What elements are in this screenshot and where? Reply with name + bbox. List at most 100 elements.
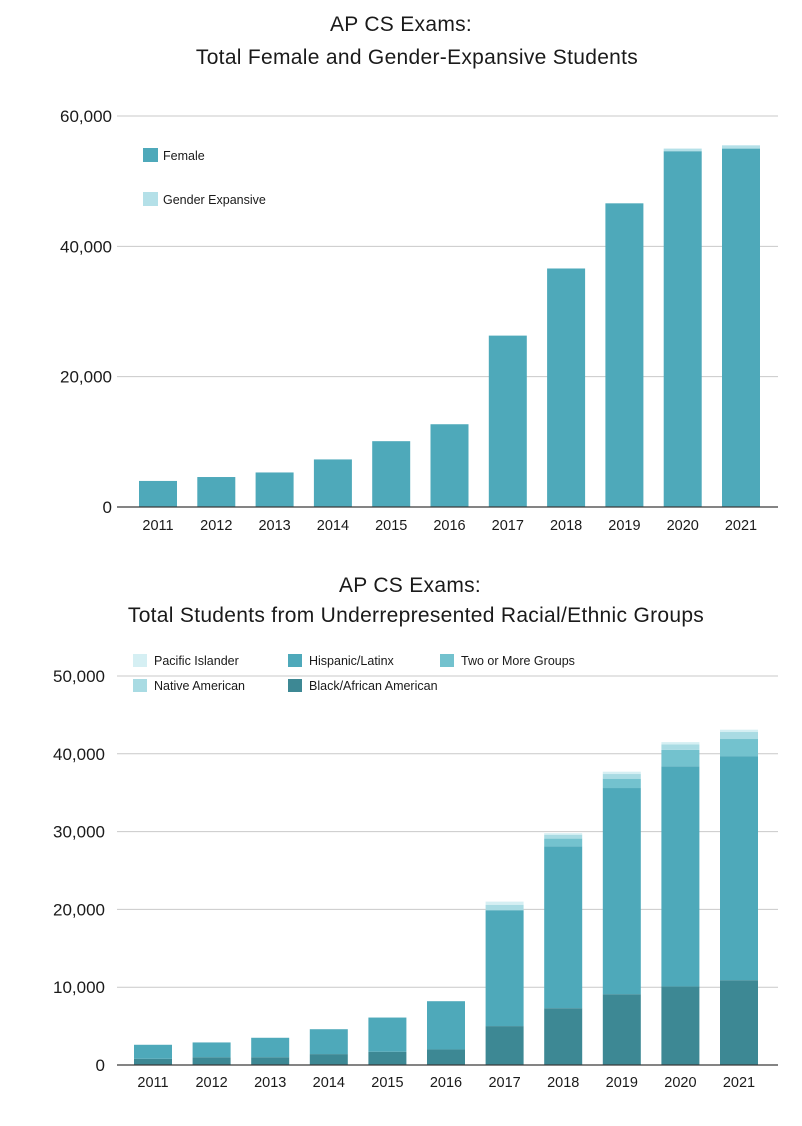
bar-black-african-american-2020 xyxy=(661,986,700,1065)
bar-native-american-2019 xyxy=(602,774,641,779)
x-tick-label: 2013 xyxy=(254,1075,286,1091)
legend-swatch-female xyxy=(143,148,158,162)
bar-pacific-islander-2017 xyxy=(485,901,524,905)
bar-hispanic-latinx-2012 xyxy=(192,1042,231,1058)
bar-female-2015 xyxy=(372,441,411,507)
bar-two-or-more-groups-2018 xyxy=(544,838,583,847)
bar-black-african-american-2012 xyxy=(192,1057,231,1065)
y-axis-ticks: 0 20,000 40,000 60,000 xyxy=(60,107,112,517)
legend-label-native-american: Native American xyxy=(154,679,245,693)
x-tick-label: 2017 xyxy=(488,1075,520,1091)
legend-swatch-hispanic-latinx xyxy=(288,654,302,667)
x-tick-label: 2021 xyxy=(725,518,757,534)
bar-two-or-more-groups-2020 xyxy=(661,749,700,767)
y-axis-ticks: 0 10,000 20,000 30,000 40,000 50,000 xyxy=(53,667,105,1075)
bar-black-african-american-2018 xyxy=(544,1008,583,1065)
bar-pacific-islander-2019 xyxy=(602,771,641,775)
bars xyxy=(134,729,758,1065)
bar-pacific-islander-2021 xyxy=(720,729,758,733)
legend-label-two-or-more-groups: Two or More Groups xyxy=(461,654,575,668)
chart-title-line-1: AP CS Exams: xyxy=(339,574,481,597)
x-tick-label: 2019 xyxy=(608,518,640,534)
bar-female-2019 xyxy=(605,203,644,507)
x-tick-label: 2012 xyxy=(200,518,232,534)
legend-swatch-black-african-american xyxy=(288,679,302,692)
x-tick-label: 2016 xyxy=(433,518,465,534)
bar-hispanic-latinx-2020 xyxy=(661,766,700,987)
x-axis-ticks: 2011 2012 2013 2014 2015 2016 2017 2018 2019 2020… xyxy=(142,518,757,534)
x-tick-label: 2015 xyxy=(375,518,407,534)
bar-black-african-american-2013 xyxy=(251,1057,290,1065)
female-gender-expansive-chart: AP CS Exams: Total Female and Gender-Exp… xyxy=(60,13,778,534)
bar-black-african-american-2015 xyxy=(368,1051,407,1065)
legend-label-black-african-american: Black/African American xyxy=(309,679,438,693)
bar-female-2011 xyxy=(139,480,177,507)
legend: Female Gender Expansive xyxy=(143,148,266,207)
bar-female-2016 xyxy=(430,424,469,507)
underrepresented-groups-chart: AP CS Exams: Total Students from Underre… xyxy=(53,574,778,1091)
bar-gender-expansive-2021 xyxy=(722,145,760,149)
bar-hispanic-latinx-2021 xyxy=(720,756,758,981)
legend: Pacific Islander Hispanic/Latinx Two or … xyxy=(133,654,575,693)
bar-black-african-american-2016 xyxy=(427,1049,465,1065)
bar-hispanic-latinx-2018 xyxy=(544,846,583,1009)
legend-swatch-two-or-more-groups xyxy=(440,654,454,667)
bar-hispanic-latinx-2015 xyxy=(368,1017,407,1052)
y-tick-label: 30,000 xyxy=(53,823,105,842)
bar-black-african-american-2011 xyxy=(134,1058,172,1065)
x-tick-label: 2012 xyxy=(195,1075,227,1091)
bar-native-american-2018 xyxy=(544,834,583,839)
x-tick-label: 2011 xyxy=(142,518,173,534)
bar-hispanic-latinx-2013 xyxy=(251,1037,290,1058)
x-tick-label: 2014 xyxy=(313,1075,345,1091)
bar-hispanic-latinx-2019 xyxy=(602,788,641,995)
bar-female-2012 xyxy=(197,477,236,507)
bar-pacific-islander-2020 xyxy=(661,742,700,745)
bar-black-african-american-2019 xyxy=(602,994,641,1065)
legend-label-pacific-islander: Pacific Islander xyxy=(154,654,239,668)
legend-swatch-gender-expansive xyxy=(143,192,158,206)
x-tick-label: 2020 xyxy=(664,1075,696,1091)
legend-label-hispanic-latinx: Hispanic/Latinx xyxy=(309,654,395,668)
chart-title-line-2: Total Female and Gender-Expansive Studen… xyxy=(196,46,638,69)
x-axis-ticks: 2011 2012 2013 2014 2015 2016 2017 2018 2019 2020… xyxy=(137,1075,755,1091)
x-tick-label: 2017 xyxy=(492,518,524,534)
x-tick-label: 2016 xyxy=(430,1075,462,1091)
y-tick-label: 20,000 xyxy=(53,900,105,919)
bar-female-2013 xyxy=(255,472,294,507)
bar-two-or-more-groups-2021 xyxy=(720,739,758,757)
bar-hispanic-latinx-2014 xyxy=(309,1029,348,1055)
bar-black-african-american-2014 xyxy=(309,1054,348,1065)
bar-female-2014 xyxy=(313,459,352,507)
x-tick-label: 2020 xyxy=(667,518,699,534)
bar-two-or-more-groups-2019 xyxy=(602,778,641,789)
legend-swatch-native-american xyxy=(133,679,147,692)
bar-native-american-2020 xyxy=(661,744,700,750)
bar-black-african-american-2017 xyxy=(485,1026,524,1065)
y-tick-label: 0 xyxy=(96,1056,105,1075)
x-tick-label: 2013 xyxy=(258,518,290,534)
bar-native-american-2017 xyxy=(485,904,524,911)
legend-label-female: Female xyxy=(163,149,205,163)
x-tick-label: 2011 xyxy=(137,1075,168,1091)
bar-hispanic-latinx-2016 xyxy=(427,1001,465,1050)
y-tick-label: 0 xyxy=(103,498,112,517)
bar-female-2021 xyxy=(722,148,760,508)
legend-swatch-pacific-islander xyxy=(133,654,147,667)
bar-hispanic-latinx-2011 xyxy=(134,1044,172,1059)
y-tick-label: 60,000 xyxy=(60,107,112,126)
y-tick-label: 10,000 xyxy=(53,978,105,997)
y-tick-label: 40,000 xyxy=(53,745,105,764)
x-tick-label: 2021 xyxy=(723,1075,755,1091)
bar-pacific-islander-2018 xyxy=(544,833,583,835)
bars xyxy=(139,145,760,508)
bar-gender-expansive-2020 xyxy=(663,148,702,152)
bar-hispanic-latinx-2017 xyxy=(485,910,524,1027)
x-tick-label: 2018 xyxy=(547,1075,579,1091)
y-tick-label: 20,000 xyxy=(60,368,112,387)
bar-female-2017 xyxy=(488,335,527,507)
bar-black-african-american-2021 xyxy=(720,980,758,1065)
x-tick-label: 2014 xyxy=(317,518,349,534)
legend-label-gender-expansive: Gender Expansive xyxy=(163,193,266,207)
chart-title-line-1: AP CS Exams: xyxy=(330,13,472,36)
